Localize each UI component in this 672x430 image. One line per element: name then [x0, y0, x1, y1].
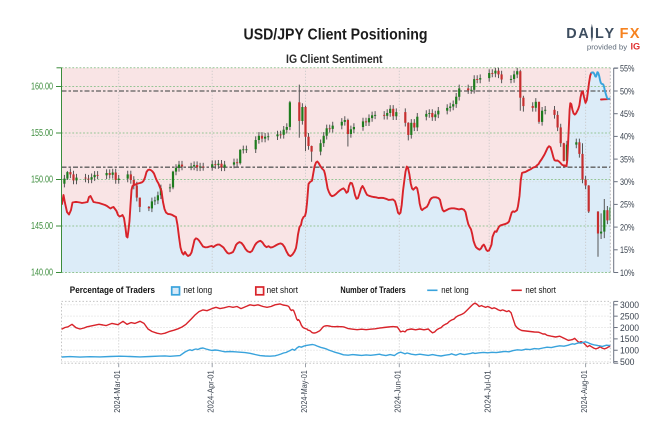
svg-text:160.00: 160.00	[31, 82, 53, 93]
svg-text:50%: 50%	[620, 86, 635, 96]
svg-text:155.00: 155.00	[31, 128, 53, 139]
svg-text:25%: 25%	[620, 200, 635, 210]
svg-text:Percentage of Traders: Percentage of Traders	[70, 285, 155, 295]
svg-text:2024-Jul-01: 2024-Jul-01	[483, 370, 493, 413]
svg-text:net long: net long	[183, 285, 212, 295]
svg-text:500: 500	[620, 357, 635, 367]
svg-text:2500: 2500	[620, 311, 639, 321]
svg-text:2000: 2000	[620, 323, 639, 333]
svg-text:A: A	[578, 26, 589, 42]
svg-text:45%: 45%	[620, 109, 635, 119]
svg-text:net short: net short	[525, 285, 556, 295]
svg-text:35%: 35%	[620, 154, 635, 164]
svg-text:3000: 3000	[620, 300, 639, 310]
svg-text:140.00: 140.00	[31, 268, 53, 279]
svg-text:15%: 15%	[620, 245, 635, 255]
svg-text:2024-Apr-01: 2024-Apr-01	[206, 370, 216, 413]
svg-text:IG: IG	[631, 42, 641, 52]
svg-text:Y: Y	[605, 26, 615, 42]
svg-text:USD/JPY Client Positioning: USD/JPY Client Positioning	[244, 27, 428, 44]
svg-text:F: F	[620, 26, 629, 42]
svg-text:1500: 1500	[620, 334, 639, 344]
svg-text:X: X	[630, 26, 640, 42]
svg-text:20%: 20%	[620, 222, 635, 232]
svg-text:2024-Aug-01: 2024-Aug-01	[579, 370, 589, 413]
svg-text:1000: 1000	[620, 346, 639, 356]
svg-text:150.00: 150.00	[31, 175, 53, 186]
svg-text:2024-Jun-01: 2024-Jun-01	[393, 370, 403, 413]
svg-text:2024-May-01: 2024-May-01	[299, 370, 309, 413]
svg-text:2024-Mar-01: 2024-Mar-01	[112, 370, 122, 413]
svg-text:provided by: provided by	[587, 42, 628, 51]
svg-text:Number of Traders: Number of Traders	[340, 285, 405, 295]
svg-text:145.00: 145.00	[31, 221, 53, 232]
svg-text:L: L	[595, 26, 604, 42]
svg-text:40%: 40%	[620, 132, 635, 142]
svg-text:net short: net short	[267, 285, 299, 295]
svg-text:IG Client Sentiment: IG Client Sentiment	[286, 52, 383, 66]
svg-text:D: D	[566, 26, 576, 42]
svg-text:10%: 10%	[620, 268, 635, 278]
svg-text:55%: 55%	[620, 64, 635, 74]
svg-text:net long: net long	[441, 285, 469, 295]
svg-text:30%: 30%	[620, 177, 635, 187]
